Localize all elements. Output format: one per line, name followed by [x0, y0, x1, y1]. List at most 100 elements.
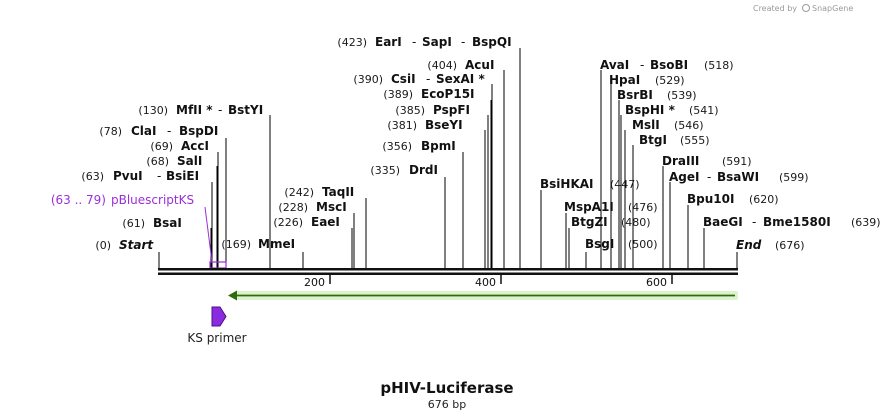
- tick-label-400: 400: [475, 276, 496, 289]
- site-pos: (541): [689, 104, 719, 117]
- site-name[interactable]: BtgZI: [571, 215, 608, 229]
- site-name[interactable]: BstYI: [228, 103, 263, 117]
- site-name[interactable]: BseYI: [425, 118, 463, 132]
- top-strand: [158, 268, 738, 271]
- site-name[interactable]: Bpu10I: [687, 192, 734, 206]
- site-pos: (381): [387, 119, 417, 132]
- site-pos: (63): [81, 170, 104, 183]
- site-name[interactable]: SapI: [422, 35, 452, 49]
- site-name[interactable]: SalI: [177, 154, 202, 168]
- site-name[interactable]: MmeI: [258, 237, 295, 251]
- ruler: 200 400 600: [304, 275, 673, 289]
- credit-brand: SnapGene: [812, 4, 853, 13]
- site-name[interactable]: EcoP15I: [421, 87, 475, 101]
- end-pos: (676): [775, 239, 805, 252]
- site-pos: (599): [779, 171, 809, 184]
- site-name[interactable]: AccI: [181, 139, 209, 153]
- site-pos: (480): [621, 216, 651, 229]
- site-name[interactable]: AvaI: [600, 58, 629, 72]
- site-name[interactable]: MslI: [632, 118, 660, 132]
- site-separator: -: [412, 35, 416, 49]
- site-name[interactable]: BpmI: [421, 139, 456, 153]
- primer-arrow-icon: [211, 306, 227, 327]
- credit-text: Created by: [753, 4, 797, 13]
- site-name[interactable]: BtgI: [639, 133, 667, 147]
- site-pos: (639): [851, 216, 881, 229]
- orf-arrow[interactable]: [228, 290, 738, 301]
- site-name[interactable]: SexAI *: [436, 72, 485, 86]
- snapgene-logo-icon: [802, 4, 810, 12]
- start-label: Start: [119, 238, 154, 252]
- site-pos: (389): [383, 88, 413, 101]
- site-separator: -: [167, 124, 171, 138]
- site-separator: -: [218, 103, 222, 117]
- site-name[interactable]: Bme1580I: [763, 215, 831, 229]
- site-pos: (390): [353, 73, 383, 86]
- map-subtitle: 676 bp: [428, 398, 466, 411]
- primer-label: KS primer: [187, 331, 246, 345]
- site-pos: (68): [146, 155, 169, 168]
- site-pos: (61): [122, 217, 145, 230]
- site-name[interactable]: PspFI: [433, 103, 470, 117]
- site-name[interactable]: BsgI: [585, 237, 614, 251]
- site-separator: -: [461, 35, 465, 49]
- site-name[interactable]: BsiEI: [166, 169, 199, 183]
- site-pos: (404): [427, 59, 457, 72]
- site-pos: (539): [667, 89, 697, 102]
- site-name[interactable]: DraIII: [662, 154, 699, 168]
- site-name[interactable]: BaeGI: [703, 215, 743, 229]
- site-pos: (356): [382, 140, 412, 153]
- site-separator: -: [426, 72, 430, 86]
- site-separator: -: [707, 170, 711, 184]
- site-name[interactable]: HpaI: [609, 73, 640, 87]
- site-pos: (529): [655, 74, 685, 87]
- start-pos: (0): [95, 239, 111, 252]
- site-name[interactable]: MfII *: [176, 103, 213, 117]
- site-name[interactable]: EaeI: [311, 215, 340, 229]
- site-name[interactable]: BsoBI: [650, 58, 688, 72]
- site-name[interactable]: ClaI: [131, 124, 156, 138]
- site-name[interactable]: EarI: [375, 35, 402, 49]
- feature-label[interactable]: pBluescriptKS: [111, 193, 194, 207]
- site-name[interactable]: BsaWI: [717, 170, 759, 184]
- site-name[interactable]: BspHI *: [625, 103, 676, 117]
- site-pos: (500): [628, 238, 658, 251]
- site-name[interactable]: AcuI: [465, 58, 494, 72]
- site-name[interactable]: MspA1I: [564, 200, 614, 214]
- tick-label-600: 600: [646, 276, 667, 289]
- site-name[interactable]: DrdI: [409, 163, 438, 177]
- site-pos: (169): [221, 238, 251, 251]
- bottom-strand: [158, 272, 738, 275]
- site-pos: (447): [610, 178, 640, 191]
- site-name[interactable]: TaqII: [322, 185, 354, 199]
- site-pos: (555): [680, 134, 710, 147]
- site-pos: (518): [704, 59, 734, 72]
- site-pos: (226): [273, 216, 303, 229]
- site-pos: (130): [138, 104, 168, 117]
- tick-label-200: 200: [304, 276, 325, 289]
- site-name[interactable]: BspQI: [472, 35, 512, 49]
- site-separator: -: [640, 58, 644, 72]
- ks-primer[interactable]: KS primer: [187, 306, 247, 345]
- site-pos: (423): [337, 36, 367, 49]
- site-pos: (620): [749, 193, 779, 206]
- site-name[interactable]: AgeI: [669, 170, 699, 184]
- map-title: pHIV-Luciferase: [380, 379, 513, 397]
- site-pos: (228): [278, 201, 308, 214]
- site-pos: (335): [370, 164, 400, 177]
- orf-arrowhead-icon: [228, 290, 237, 301]
- site-name[interactable]: BsiHKAI: [540, 177, 594, 191]
- site-pos: (591): [722, 155, 752, 168]
- site-name[interactable]: CsiI: [391, 72, 416, 86]
- site-name[interactable]: PvuI: [113, 169, 143, 183]
- site-pos: (78): [99, 125, 122, 138]
- site-name[interactable]: MscI: [316, 200, 347, 214]
- site-pos: (385): [395, 104, 425, 117]
- end-label: End: [736, 238, 762, 252]
- site-name[interactable]: BsaI: [153, 216, 182, 230]
- feature-range: (63 .. 79): [51, 193, 106, 207]
- site-name[interactable]: BspDI: [179, 124, 218, 138]
- site-name[interactable]: BsrBI: [617, 88, 653, 102]
- snapgene-credit: Created by SnapGene: [753, 4, 853, 13]
